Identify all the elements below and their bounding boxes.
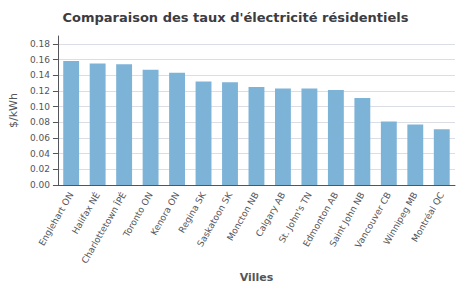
svg-text:$/kWh: $/kWh (7, 93, 20, 128)
svg-text:0.04: 0.04 (30, 149, 50, 159)
svg-text:Saskatoon SK: Saskatoon SK (195, 190, 235, 249)
svg-text:St. John's TN: St. John's TN (276, 190, 314, 245)
svg-text:Halifax NÉ: Halifax NÉ (70, 190, 102, 236)
svg-text:0.00: 0.00 (30, 180, 50, 190)
svg-text:Regina SK: Regina SK (176, 190, 208, 235)
svg-text:0.16: 0.16 (30, 55, 50, 65)
svg-text:Toronto ON: Toronto ON (121, 190, 155, 239)
svg-text:Comparaison des taux d'électri: Comparaison des taux d'électricité résid… (62, 10, 408, 25)
svg-text:0.14: 0.14 (30, 70, 50, 80)
svg-text:0.08: 0.08 (30, 117, 50, 127)
svg-text:0.06: 0.06 (30, 133, 50, 143)
svg-text:Edmonton AB: Edmonton AB (300, 190, 341, 249)
svg-text:Kenora ON: Kenora ON (148, 190, 182, 238)
svg-text:Moncton NB: Moncton NB (225, 190, 261, 243)
svg-text:Villes: Villes (240, 271, 274, 284)
svg-text:0.02: 0.02 (30, 164, 50, 174)
svg-text:0.10: 0.10 (30, 102, 50, 112)
svg-text:0.12: 0.12 (30, 86, 50, 96)
svg-text:Englehart ON: Englehart ON (37, 190, 76, 247)
svg-text:Montréal QC: Montréal QC (410, 190, 447, 243)
svg-text:Calgary AB: Calgary AB (253, 190, 288, 239)
svg-text:Charlottetown ÎPÉ: Charlottetown ÎPÉ (79, 190, 129, 265)
svg-text:0.18: 0.18 (30, 39, 50, 49)
svg-text:Saint John NB: Saint John NB (327, 190, 367, 249)
svg-text:Vancouver CB: Vancouver CB (353, 190, 394, 250)
svg-text:Winnipeg MB: Winnipeg MB (381, 190, 420, 247)
